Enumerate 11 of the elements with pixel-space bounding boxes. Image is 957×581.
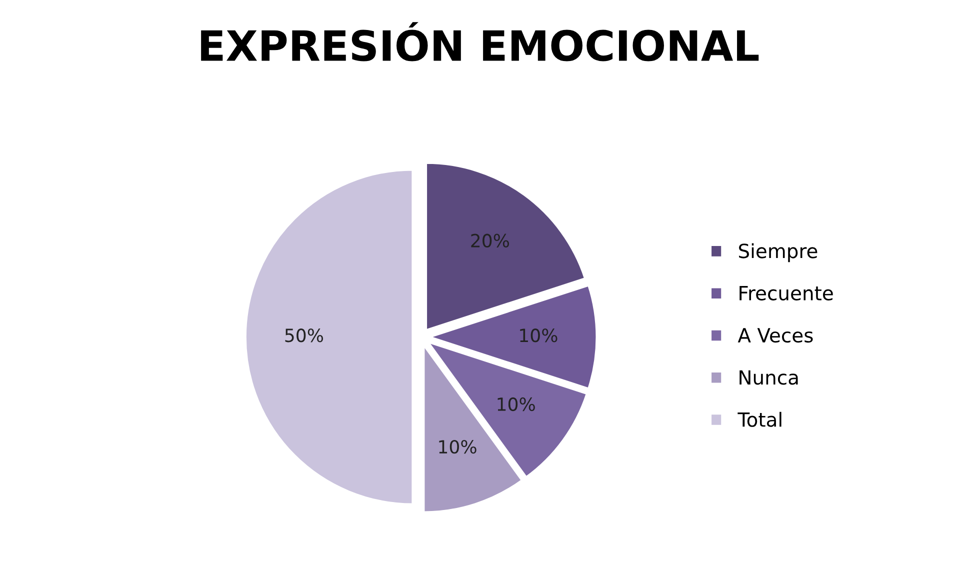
chart-title: EXPRESIÓN EMOCIONAL — [201, 22, 759, 62]
data-label: 50% — [285, 328, 324, 342]
legend-label: Total — [738, 412, 782, 427]
data-label: 10% — [439, 440, 476, 454]
data-label: 10% — [498, 397, 535, 412]
data-label: 20% — [471, 234, 509, 248]
legend-label: Nunca — [740, 370, 798, 385]
data-label: 10% — [520, 328, 558, 342]
legend-label: Frecuente — [740, 286, 833, 300]
legend-label: A Veces — [738, 328, 813, 343]
legend-label: Siempre — [738, 243, 818, 262]
